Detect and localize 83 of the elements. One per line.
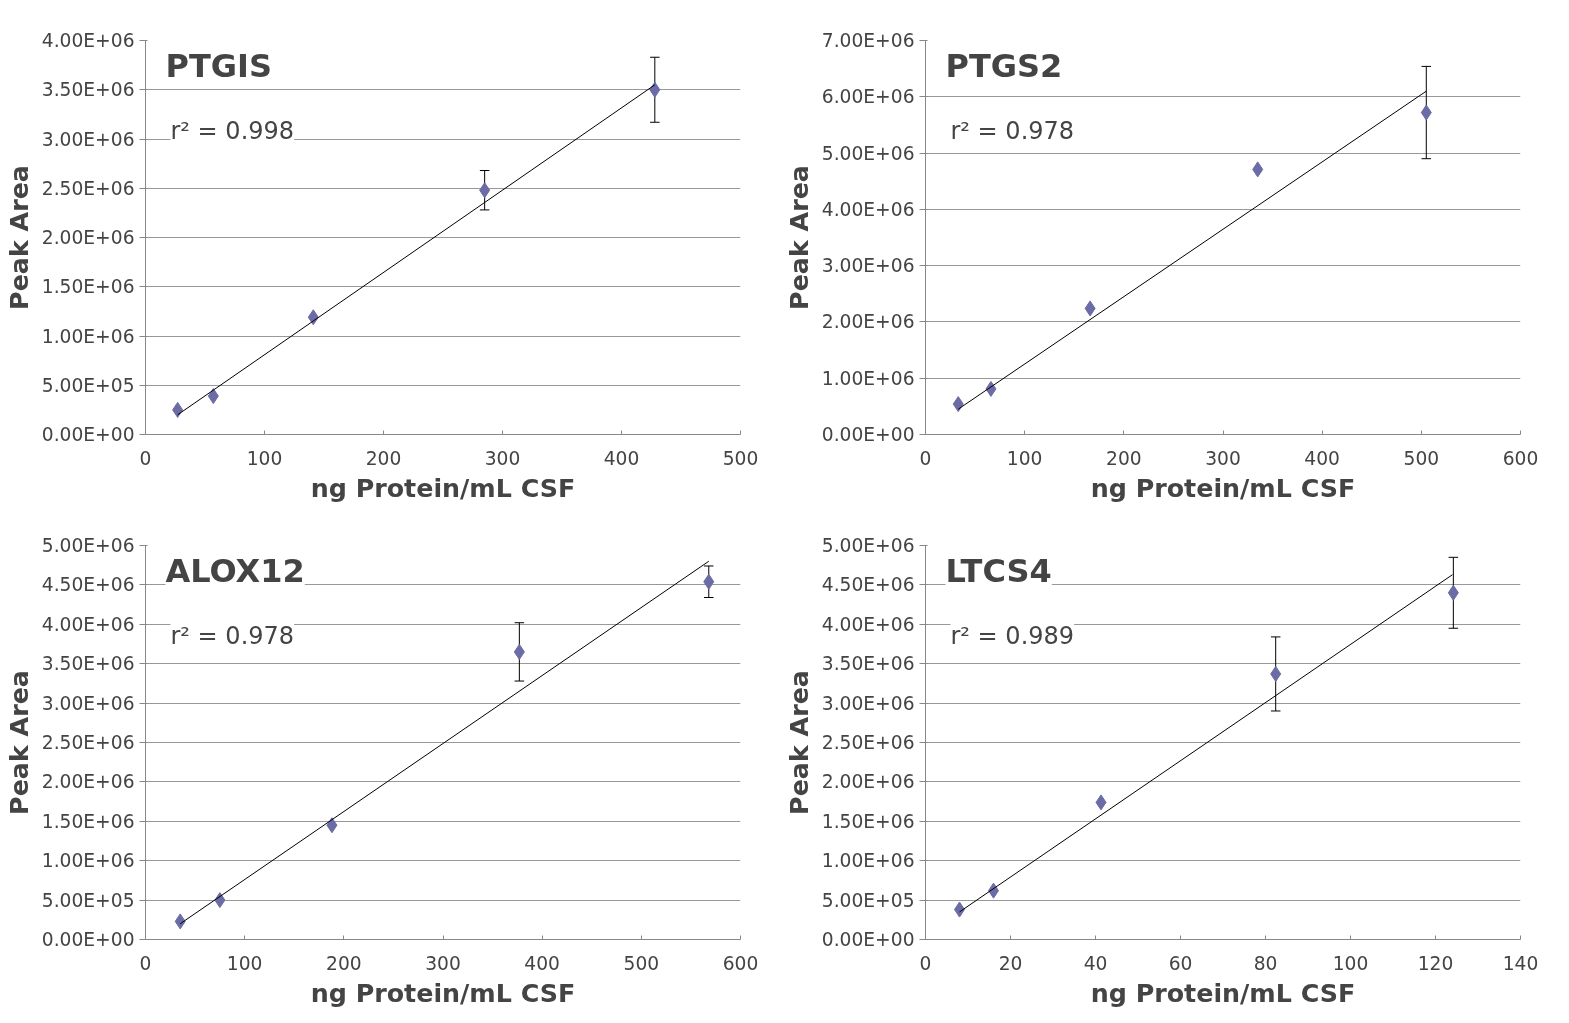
x-axis-title: ng Protein/mL CSF — [310, 472, 576, 503]
x-tick-label: 80 — [1253, 952, 1278, 974]
x-tick-label: 200 — [1106, 447, 1142, 469]
x-tick-label: 120 — [1417, 952, 1454, 974]
y-tick-label: 1.00E+06 — [821, 367, 915, 389]
chart-title: PTGS2 — [945, 46, 1063, 85]
y-tick-label: 3.50E+06 — [41, 653, 135, 675]
x-tick-label: 100 — [246, 447, 283, 469]
x-tick-label: 20 — [998, 952, 1023, 974]
x-tick-label: 60 — [1168, 952, 1193, 974]
x-tick-label: 100 — [1332, 952, 1369, 974]
x-tick-label: 140 — [1502, 952, 1539, 974]
y-tick-label: 1.00E+06 — [41, 850, 135, 872]
y-tick-label: 1.00E+06 — [41, 325, 135, 347]
x-axis-title: ng Protein/mL CSF — [1090, 472, 1356, 503]
y-tick-label: 5.00E+05 — [41, 374, 135, 396]
x-tick-label: 500 — [1403, 447, 1440, 469]
x-tick-label: 0 — [919, 447, 932, 469]
annotation: r² = 0.998 — [170, 116, 295, 145]
y-tick-label: 5.00E+06 — [821, 535, 915, 556]
y-axis-title: Peak Area — [3, 670, 34, 815]
x-tick-label: 0 — [139, 952, 152, 974]
y-tick-label: 2.00E+06 — [41, 227, 135, 248]
y-tick-label: 0.00E+00 — [821, 424, 915, 445]
x-axis-title: ng Protein/mL CSF — [310, 977, 576, 1008]
y-tick-label: 3.00E+06 — [41, 692, 135, 714]
x-tick-label: 500 — [623, 952, 660, 974]
y-tick-label: 4.00E+06 — [41, 613, 135, 635]
y-tick-label: 6.00E+06 — [821, 86, 915, 108]
y-tick-label: 0.00E+00 — [821, 929, 915, 950]
y-tick-label: 1.50E+06 — [821, 810, 915, 832]
y-tick-label: 3.00E+06 — [821, 692, 915, 714]
y-tick-label: 3.50E+06 — [821, 653, 915, 675]
chart-title: PTGIS — [165, 46, 272, 85]
x-tick-label: 500 — [722, 447, 759, 469]
y-tick-label: 4.00E+06 — [41, 30, 135, 51]
y-tick-label: 1.50E+06 — [41, 276, 135, 298]
y-tick-label: 4.00E+06 — [821, 198, 915, 220]
y-tick-label: 2.50E+06 — [41, 177, 135, 199]
y-tick-label: 2.50E+06 — [41, 732, 135, 753]
x-tick-label: 400 — [524, 952, 560, 974]
annotation: r² = 0.978 — [170, 621, 295, 650]
annotation: r² = 0.989 — [950, 621, 1075, 650]
y-tick-label: 2.50E+06 — [821, 732, 915, 753]
y-tick-label: 3.00E+06 — [821, 255, 915, 277]
x-tick-label: 400 — [603, 447, 640, 469]
y-tick-label: 5.00E+06 — [821, 142, 915, 164]
y-axis-title: Peak Area — [783, 670, 814, 815]
y-tick-label: 1.50E+06 — [41, 810, 135, 832]
y-tick-label: 0.00E+00 — [41, 424, 135, 445]
y-tick-label: 5.00E+05 — [821, 889, 915, 911]
x-axis-title: ng Protein/mL CSF — [1090, 977, 1356, 1008]
y-tick-label: 5.00E+05 — [41, 889, 135, 911]
y-tick-label: 7.00E+06 — [821, 30, 915, 51]
y-tick-label: 2.00E+06 — [41, 771, 135, 793]
y-tick-label: 1.00E+06 — [821, 850, 915, 872]
x-tick-label: 100 — [226, 952, 263, 974]
y-tick-label: 4.50E+06 — [821, 574, 915, 596]
y-tick-label: 3.50E+06 — [41, 79, 135, 101]
y-tick-label: 2.00E+06 — [821, 771, 915, 793]
y-tick-label: 0.00E+00 — [41, 929, 135, 950]
x-tick-label: 600 — [1502, 447, 1539, 469]
y-tick-label: 3.00E+06 — [41, 128, 135, 150]
x-tick-label: 0 — [139, 447, 152, 469]
x-tick-label: 200 — [326, 952, 362, 974]
annotation: r² = 0.978 — [950, 116, 1075, 145]
y-tick-label: 4.00E+06 — [821, 613, 915, 635]
x-tick-label: 0 — [919, 952, 932, 974]
y-axis-title: Peak Area — [3, 165, 34, 310]
x-tick-label: 100 — [1006, 447, 1043, 469]
y-axis-title: Peak Area — [783, 165, 814, 310]
y-tick-label: 5.00E+06 — [41, 535, 135, 556]
x-tick-label: 600 — [722, 952, 759, 974]
y-tick-label: 2.00E+06 — [821, 311, 915, 333]
x-tick-label: 300 — [1205, 447, 1241, 469]
chart-title: LTCS4 — [945, 551, 1052, 590]
x-tick-label: 300 — [425, 952, 461, 974]
x-tick-label: 300 — [484, 447, 521, 469]
x-tick-label: 40 — [1083, 952, 1108, 974]
x-tick-label: 200 — [365, 447, 402, 469]
x-tick-label: 400 — [1304, 447, 1340, 469]
y-tick-label: 4.50E+06 — [41, 574, 135, 596]
chart-title: ALOX12 — [165, 551, 305, 590]
